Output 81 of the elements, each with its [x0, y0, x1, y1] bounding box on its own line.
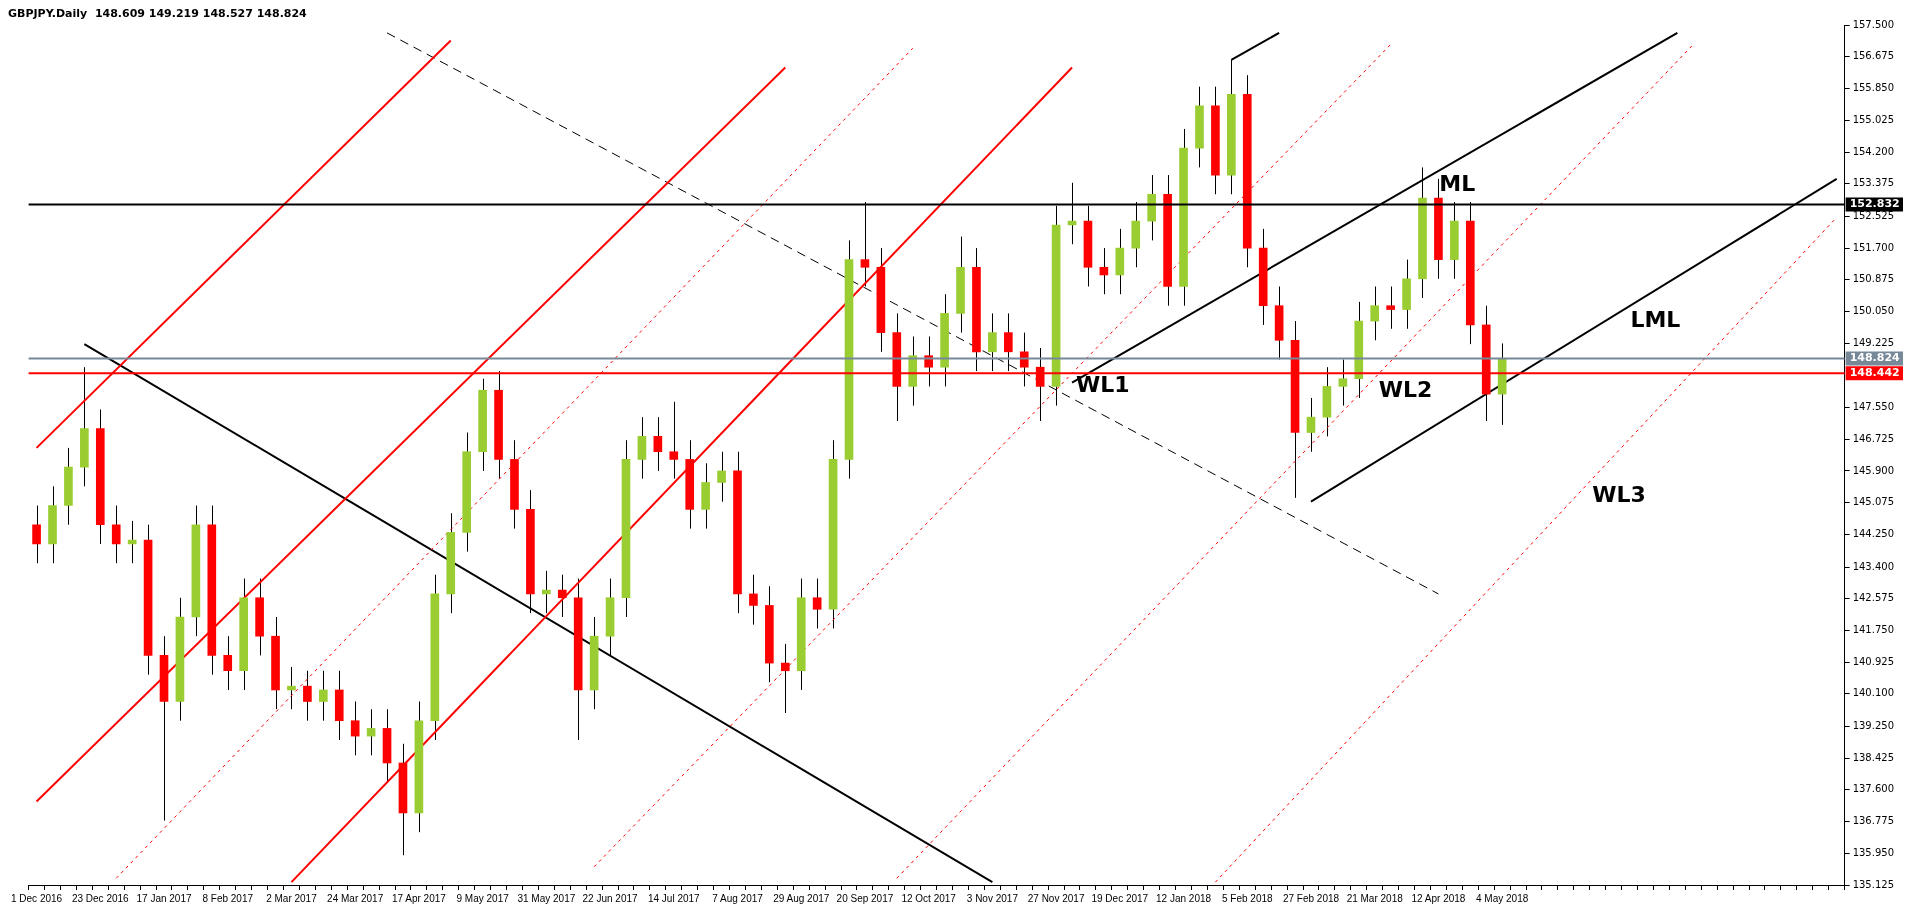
- x-tick-label: 9 May 2017: [456, 892, 510, 904]
- y-tick-label: 157.500: [1852, 18, 1895, 30]
- y-tick-label: 137.600: [1852, 783, 1895, 795]
- candlestick: [780, 643, 790, 714]
- y-tick-label: 135.950: [1852, 846, 1895, 858]
- y-tick-label: 150.875: [1852, 273, 1895, 285]
- chart-title: GBPJPY.Daily 148.609 149.219 148.527 148.824: [8, 7, 308, 21]
- y-tick-label: 145.900: [1852, 464, 1895, 476]
- x-tick-label: 27 Feb 2018: [1282, 892, 1340, 904]
- x-tick-label: 29 Aug 2017: [773, 892, 830, 904]
- candlestick: [1338, 359, 1348, 407]
- x-tick-label: 4 May 2018: [1476, 892, 1529, 904]
- y-tick-label: 152.525: [1852, 209, 1895, 221]
- ref-line-label: 152.832: [1849, 197, 1900, 211]
- y-tick-label: 136.775: [1852, 815, 1895, 827]
- x-tick-label: 31 May 2017: [517, 892, 576, 904]
- candlestick: [669, 401, 679, 480]
- y-tick-label: 149.225: [1852, 336, 1895, 348]
- y-tick-label: 138.425: [1852, 751, 1895, 763]
- candlestick: [812, 578, 822, 629]
- y-tick-label: 140.925: [1852, 655, 1895, 667]
- candlestick: [1306, 397, 1316, 453]
- y-tick-label: 147.550: [1852, 401, 1895, 413]
- candlestick: [223, 635, 233, 691]
- ref-line-label: 148.442: [1849, 366, 1900, 380]
- y-tick-label: 145.075: [1852, 496, 1895, 508]
- x-tick-label: 21 Mar 2018: [1346, 892, 1404, 904]
- candlestick: [988, 312, 997, 372]
- candlestick: [318, 670, 328, 722]
- y-tick-label: 155.850: [1852, 82, 1895, 94]
- x-tick-label: 20 Sep 2017: [836, 892, 894, 904]
- x-tick-label: 24 Mar 2017: [327, 892, 384, 904]
- x-tick-label: 17 Apr 2017: [391, 892, 447, 904]
- x-tick-label: 3 Nov 2017: [966, 892, 1019, 904]
- candlestick: [1386, 286, 1395, 330]
- series-label: WL1: [1076, 372, 1130, 398]
- y-tick-label: 151.700: [1852, 241, 1895, 253]
- candlestick: [542, 570, 551, 614]
- y-tick-label: 140.100: [1852, 687, 1895, 699]
- y-tick-label: 143.400: [1852, 560, 1895, 572]
- candlestick: [637, 416, 647, 480]
- x-tick-label: 12 Oct 2017: [901, 892, 957, 904]
- candlestick: [350, 701, 360, 756]
- x-tick-label: 22 Jun 2017: [582, 892, 639, 904]
- y-tick-label: 156.675: [1852, 50, 1895, 62]
- y-tick-label: 154.200: [1852, 145, 1895, 157]
- y-tick-label: 141.750: [1852, 624, 1895, 636]
- ref-line-label: 148.824: [1849, 351, 1901, 365]
- x-tick-label: 5 Feb 2018: [1221, 892, 1273, 904]
- series-label: WL3: [1592, 481, 1646, 507]
- candlestick: [287, 666, 296, 710]
- series-label: ML: [1439, 171, 1476, 197]
- candlestick: [717, 451, 726, 503]
- y-tick-label: 153.375: [1852, 177, 1895, 189]
- series-label: WL2: [1378, 376, 1433, 402]
- y-tick-label: 139.250: [1852, 720, 1895, 732]
- y-tick-label: 135.125: [1852, 878, 1895, 890]
- x-tick-label: 2 Mar 2017: [266, 892, 318, 904]
- candlestick: [111, 505, 121, 564]
- x-tick-label: 23 Dec 2016: [71, 892, 130, 904]
- x-tick-label: 12 Jan 2018: [1156, 892, 1212, 904]
- y-tick-label: 155.025: [1852, 113, 1895, 125]
- candlestick: [32, 505, 41, 564]
- x-tick-label: 19 Dec 2017: [1091, 892, 1149, 904]
- candlestick: [557, 574, 567, 618]
- candlestick: [749, 574, 758, 626]
- x-tick-label: 17 Jan 2017: [136, 892, 192, 904]
- y-tick-label: 150.050: [1852, 305, 1895, 317]
- candlestick: [653, 416, 663, 472]
- y-tick-label: 146.725: [1852, 432, 1895, 444]
- x-tick-label: 27 Nov 2017: [1027, 892, 1085, 904]
- x-tick-label: 1 Dec 2016: [11, 892, 63, 904]
- y-tick-label: 144.250: [1852, 527, 1895, 539]
- x-tick-label: 12 Apr 2018: [1411, 892, 1466, 904]
- y-tick-label: 142.575: [1852, 592, 1895, 604]
- series-label: LML: [1630, 306, 1681, 332]
- x-tick-label: 7 Aug 2017: [712, 892, 764, 904]
- x-tick-label: 14 Jul 2017: [647, 892, 701, 904]
- x-tick-label: 8 Feb 2017: [202, 892, 254, 904]
- candlestick: [1370, 286, 1380, 341]
- candlestick: [303, 670, 312, 722]
